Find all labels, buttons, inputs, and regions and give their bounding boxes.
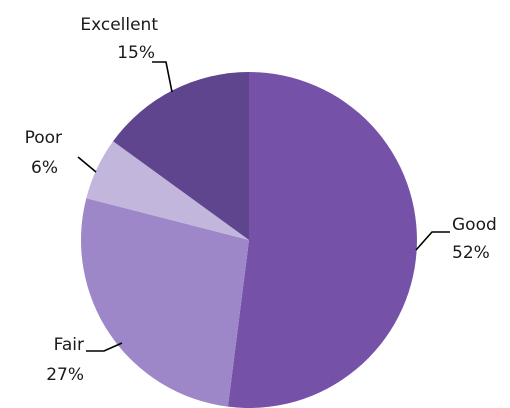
slice-label-excellent: Excellent <box>80 15 158 35</box>
pie-slice-good <box>227 72 417 408</box>
slice-label-poor: Poor <box>25 128 62 148</box>
leader-line-group <box>77 61 450 352</box>
label-group: Good 52% Fair 27% Poor 6% Excellent 15% <box>25 15 497 385</box>
slice-group <box>81 72 417 408</box>
slice-value-good: 52% <box>452 243 490 263</box>
slice-value-poor: 6% <box>31 158 58 178</box>
leader-line-poor <box>77 156 97 173</box>
pie-slice-poor <box>86 141 249 240</box>
slice-label-good: Good <box>452 215 497 235</box>
leader-line-fair <box>86 342 123 352</box>
slice-value-excellent: 15% <box>117 43 155 63</box>
pie-slice-fair <box>81 198 249 407</box>
leader-line-good <box>415 231 450 251</box>
slice-value-fair: 27% <box>46 365 84 385</box>
leader-line-excellent <box>152 61 173 93</box>
slice-label-fair: Fair <box>54 335 84 355</box>
pie-slice-excellent <box>113 72 249 240</box>
